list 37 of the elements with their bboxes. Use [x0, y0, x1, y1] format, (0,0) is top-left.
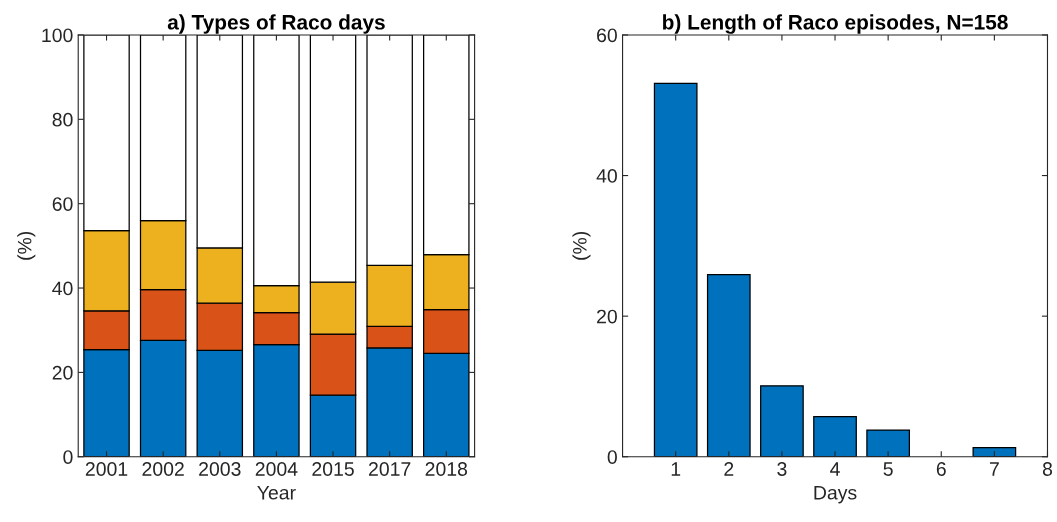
x-tick-label: 2001 [85, 462, 128, 476]
x-tick-label: 4 [830, 462, 840, 476]
bar [706, 274, 751, 457]
y-tick-label: 0 [63, 450, 73, 464]
chart-title: a) Types of Raco days [167, 14, 385, 34]
x-tick-label: 2003 [199, 462, 241, 476]
y-tick-label: 60 [52, 197, 73, 211]
bar [972, 446, 1017, 457]
x-tick-label: 1 [671, 462, 681, 476]
x-tick-label: 2018 [425, 462, 468, 476]
y-tick-label: 20 [52, 365, 73, 380]
y-axis-title: (%) [17, 231, 36, 260]
x-tick-label: 2015 [312, 462, 354, 476]
x-tick-label: 2002 [142, 462, 184, 476]
x-tick-label: 7 [989, 462, 999, 476]
bar [653, 82, 698, 457]
chart-title: b) Length of Raco episodes, N=158 [663, 14, 1008, 34]
x-tick-label: 2 [724, 462, 734, 476]
x-tick-label: 6 [936, 462, 946, 476]
y-tick-label: 100 [42, 28, 73, 43]
y-tick-label: 40 [52, 281, 73, 296]
x-axis-title: Year [257, 486, 296, 500]
x-tick-label: 2017 [369, 462, 411, 476]
bar [866, 429, 911, 457]
x-tick-label: 8 [1042, 462, 1053, 476]
y-tick-label: 20 [597, 309, 617, 324]
bar [813, 416, 857, 457]
x-tick-label: 3 [777, 462, 787, 476]
bar [760, 385, 804, 457]
y-tick-label: 60 [597, 28, 617, 43]
x-axis-title: Days [814, 486, 857, 504]
x-tick-label: 2004 [255, 462, 298, 476]
x-tick-label: 5 [883, 462, 893, 476]
y-axis-title: (%) [572, 231, 591, 260]
y-tick-label: 80 [52, 112, 73, 127]
y-tick-label: 0 [607, 450, 617, 464]
y-tick-label: 40 [596, 169, 617, 183]
